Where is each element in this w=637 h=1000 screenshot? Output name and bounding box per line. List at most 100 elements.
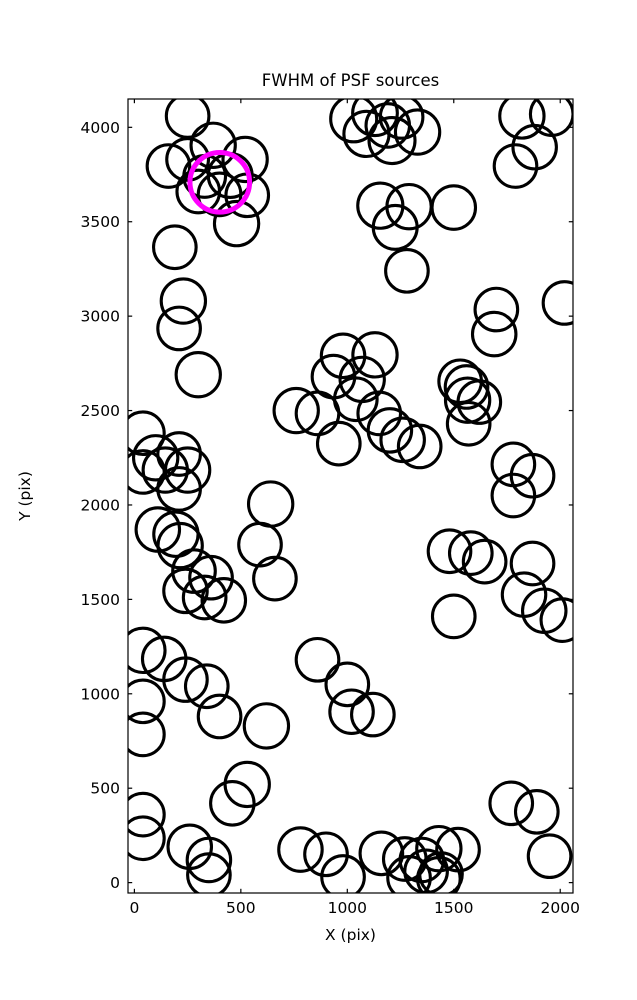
y-tick-label: 2500	[81, 402, 120, 420]
psf-source-circle	[488, 780, 535, 827]
psf-source-circle	[156, 521, 204, 570]
psf-source-circle	[156, 466, 202, 512]
psf-source-circle	[277, 826, 324, 873]
psf-source-circle	[242, 702, 291, 750]
psf-source-circle	[539, 597, 573, 643]
psf-source-circle	[367, 115, 417, 166]
psf-source-circle	[166, 823, 214, 871]
psf-source-circle	[435, 826, 481, 873]
psf-source-circle	[159, 277, 208, 325]
y-tick-label: 0	[110, 874, 120, 892]
x-tick-label: 1500	[434, 899, 473, 917]
psf-source-circle	[324, 661, 371, 708]
psf-source-circle	[200, 577, 248, 624]
psf-source-circle	[356, 390, 403, 437]
psf-source-circle	[351, 99, 399, 138]
psf-source-circle	[509, 540, 556, 587]
psf-source-circle	[212, 199, 261, 248]
psf-source-circle	[513, 788, 560, 835]
psf-source-circle	[541, 280, 573, 326]
psf-source-circle	[320, 854, 366, 893]
psf-source-circle	[221, 135, 269, 184]
psf-source-circle	[461, 538, 508, 585]
psf-source-circle	[246, 480, 295, 528]
psf-source-circle	[415, 824, 463, 873]
psf-source-circle	[492, 143, 539, 189]
y-tick-label: 1500	[81, 591, 120, 609]
psf-source-circle	[252, 555, 298, 602]
psf-source-circle	[162, 656, 209, 703]
y-axis-title: Y (pix)	[16, 471, 34, 522]
chart-title: FWHM of PSF sources	[262, 71, 439, 90]
psf-source-circle	[329, 99, 379, 144]
y-tick-label: 1000	[81, 685, 120, 703]
x-tick-label: 0	[129, 899, 139, 917]
psf-source-circle	[128, 711, 166, 758]
psf-source-circle	[396, 423, 443, 470]
psf-source-circle	[342, 109, 391, 159]
psf-source-circle	[196, 171, 243, 218]
psf-source-circle	[447, 530, 494, 576]
y-tick-label: 500	[90, 780, 120, 798]
psf-source-circle	[418, 851, 464, 893]
psf-source-circle	[163, 446, 212, 494]
psf-source-circle	[145, 143, 192, 189]
selected-source-circle	[187, 149, 253, 215]
psf-source-circle	[294, 390, 341, 437]
psf-source-circle	[303, 831, 349, 878]
psf-source-circle	[319, 332, 367, 380]
x-tick-label: 1000	[328, 899, 367, 917]
psf-source-circle	[393, 108, 442, 156]
psf-source-circle	[443, 376, 492, 424]
psf-source-circle	[294, 636, 341, 683]
psf-source-circle	[490, 472, 537, 519]
psf-source-circle	[156, 305, 202, 352]
psf-source-circle	[456, 379, 503, 425]
psf-source-circle	[189, 121, 237, 169]
psf-source-circle	[175, 168, 222, 215]
psf-source-circle	[196, 693, 243, 740]
y-tick-label: 3500	[81, 213, 120, 231]
source-markers	[128, 99, 573, 893]
psf-source-circle	[164, 99, 211, 139]
psf-source-circle	[128, 626, 167, 675]
psf-source-circle	[174, 350, 222, 399]
psf-source-circle	[445, 400, 492, 447]
psf-source-circle	[151, 224, 198, 271]
psf-source-circle	[416, 856, 462, 893]
psf-source-circle	[188, 554, 234, 601]
psf-source-circle	[128, 678, 166, 725]
psf-source-circle	[386, 855, 432, 893]
psf-source-circle	[128, 410, 166, 457]
psf-source-circle	[371, 203, 419, 251]
psf-source-circle	[162, 567, 209, 615]
y-tick-label: 3000	[81, 308, 120, 326]
psf-source-circle	[156, 431, 202, 477]
psf-source-circle	[426, 528, 473, 575]
psf-source-circle	[183, 663, 230, 710]
psf-source-circle	[128, 815, 166, 862]
y-tick-label: 4000	[81, 119, 120, 137]
psf-source-circle	[430, 184, 478, 231]
psf-source-circle	[315, 420, 362, 467]
psf-source-circle	[272, 386, 320, 435]
psf-source-circle	[209, 780, 256, 827]
psf-source-circle	[526, 833, 573, 880]
axes-area: 0 500 1000 1500 2000 0 500 1000 1500 2000 2500 3000…	[16, 71, 580, 944]
psf-source-circle	[473, 286, 520, 333]
psf-source-circle	[131, 434, 180, 482]
psf-source-circle	[351, 331, 399, 379]
psf-source-circle	[223, 760, 271, 809]
x-axis-title: X (pix)	[325, 926, 376, 944]
psf-source-circle	[328, 688, 375, 736]
psf-source-circle	[384, 247, 430, 294]
x-tick-label: 500	[226, 899, 256, 917]
psf-source-circle	[498, 99, 546, 140]
psf-source-circle	[470, 310, 518, 358]
psf-source-circle	[350, 691, 396, 738]
psf-source-circle	[366, 407, 414, 454]
psf-source-circle	[511, 123, 558, 171]
x-tick-label: 2000	[540, 899, 579, 917]
